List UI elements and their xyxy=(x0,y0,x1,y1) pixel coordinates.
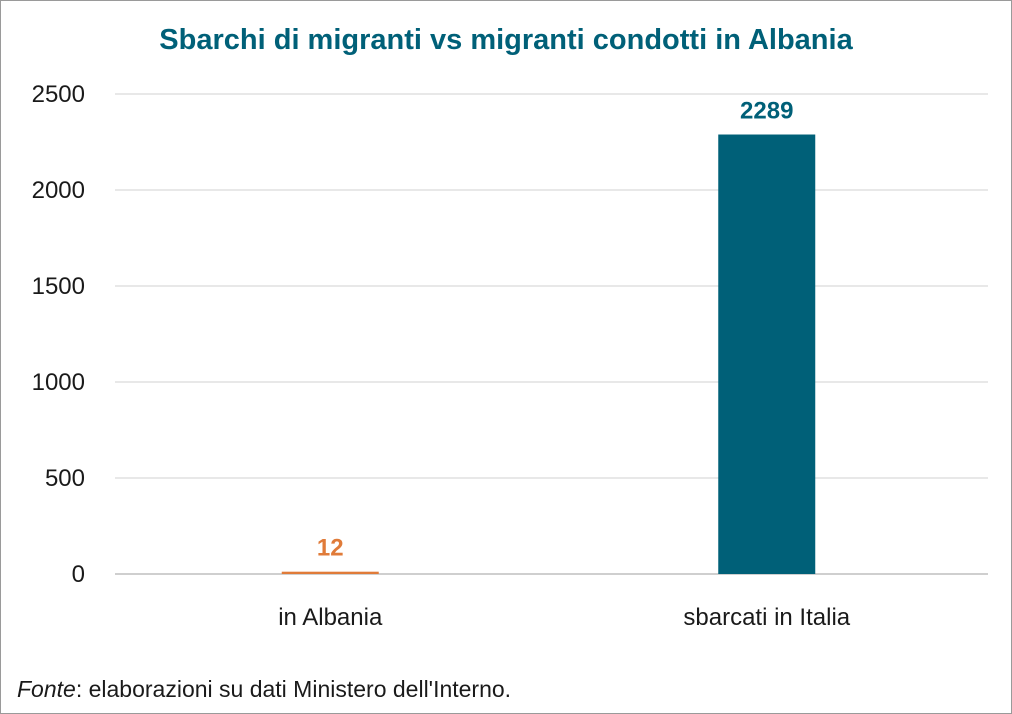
gridlines xyxy=(115,93,988,575)
bars xyxy=(281,134,816,574)
data-label: 12 xyxy=(317,535,344,562)
category-label: sbarcati in Italia xyxy=(683,604,850,631)
y-axis-tick-labels: 0 500 1000 1500 2000 2500 xyxy=(32,81,85,588)
bar-in-albania xyxy=(281,571,379,574)
y-tick-label: 2500 xyxy=(32,81,85,108)
data-labels: 12 2289 xyxy=(317,98,794,562)
chart-title: Sbarchi di migranti vs migranti condotti… xyxy=(159,24,853,56)
x-axis-category-labels: in Albania sbarcati in Italia xyxy=(278,604,851,631)
y-tick-label: 0 xyxy=(72,561,85,588)
bar-sbarcati-in-italia xyxy=(718,134,816,574)
category-label: in Albania xyxy=(278,604,383,631)
source-note: Fonte: elaborazioni su dati Ministero de… xyxy=(17,676,511,703)
source-text: : elaborazioni su dati Ministero dell'In… xyxy=(75,676,512,702)
data-label: 2289 xyxy=(740,98,793,125)
y-tick-label: 500 xyxy=(45,465,85,492)
y-tick-label: 1000 xyxy=(32,369,85,396)
y-tick-label: 2000 xyxy=(32,177,85,204)
y-tick-label: 1500 xyxy=(32,273,85,300)
source-label: Fonte xyxy=(17,676,76,702)
